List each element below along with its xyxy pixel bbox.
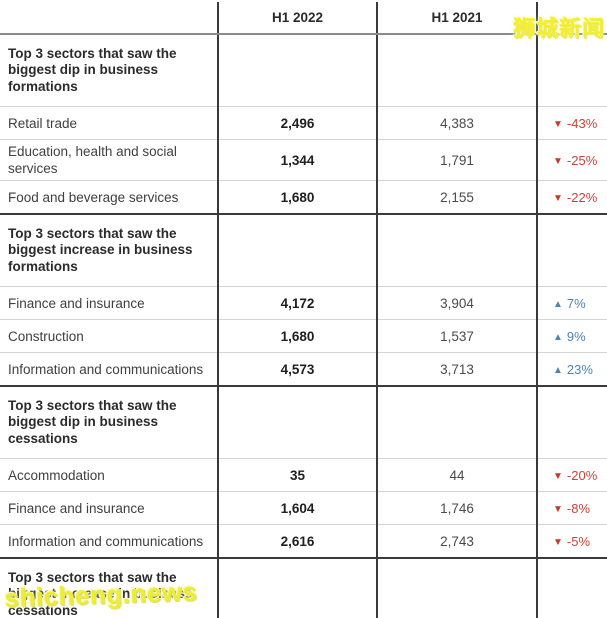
table-row: Food and beverage services 1,680 2,155 ▼… [0,180,607,215]
change-cell: ▲ 9% [537,319,607,353]
table-header-row: H1 2022 H1 2021 [0,2,607,35]
value-h1-2021: 1,746 [377,491,538,525]
section-title: Top 3 sectors that saw the biggest dip i… [0,386,219,459]
column-header-h1-2021: H1 2021 [377,2,538,35]
trend-arrow-icon: ▼ [553,503,563,515]
table-row: Information and communications 2,616 2,7… [0,524,607,559]
change-percent: 9% [566,328,586,344]
value-h1-2021: 1,791 [377,139,538,181]
empty-cell [537,2,607,35]
empty-cell [537,386,607,459]
value-h1-2021: 2,155 [377,180,538,215]
change-cell: ▼ -43% [537,106,607,140]
section-title-row: Top 3 sectors that saw the biggest incre… [0,214,607,287]
sector-label: Finance and insurance [0,491,219,525]
sector-label: Information and communications [0,352,219,387]
sector-label: Food and beverage services [0,180,219,215]
value-h1-2022: 1,680 [218,180,378,215]
sector-label: Information and communications [0,524,219,559]
trend-arrow-icon: ▼ [553,470,563,482]
change-cell: ▲ 23% [537,352,607,387]
value-h1-2022: 2,496 [218,106,378,140]
section-title: Top 3 sectors that saw the biggest incre… [0,558,219,618]
empty-cell [537,34,607,107]
value-h1-2022: 1,344 [218,139,378,181]
sector-label: Finance and insurance [0,286,219,320]
trend-arrow-icon: ▼ [553,155,563,167]
table-row: Construction 1,680 1,537 ▲ 9% [0,319,607,353]
empty-cell [218,558,378,618]
value-h1-2021: 3,904 [377,286,538,320]
value-h1-2022: 35 [218,458,378,492]
empty-cell [0,2,219,35]
value-h1-2022: 1,604 [218,491,378,525]
column-header-h1-2022: H1 2022 [218,2,378,35]
change-percent: -43% [566,115,598,131]
change-percent: -20% [566,467,598,483]
trend-arrow-icon: ▲ [553,364,563,376]
sector-label: Construction [0,319,219,353]
section-title: Top 3 sectors that saw the biggest incre… [0,214,219,287]
value-h1-2021: 44 [377,458,538,492]
table-row: Accommodation 35 44 ▼ -20% [0,458,607,492]
watermark-shicheng-news-cn: 狮城新闻 [512,16,605,41]
value-h1-2022: 2,616 [218,524,378,559]
empty-cell [377,34,538,107]
empty-cell [218,214,378,287]
value-h1-2022: 4,172 [218,286,378,320]
section-title-row: Top 3 sectors that saw the biggest incre… [0,558,607,618]
empty-cell [537,558,607,618]
sector-label: Retail trade [0,106,219,140]
table-row: Finance and insurance 4,172 3,904 ▲ 7% [0,286,607,320]
value-h1-2021: 4,383 [377,106,538,140]
table-row: Finance and insurance 1,604 1,746 ▼ -8% [0,491,607,525]
empty-cell [377,214,538,287]
change-percent: -5% [566,533,591,549]
sector-label: Education, health and social services [0,139,219,181]
value-h1-2021: 3,713 [377,352,538,387]
value-h1-2022: 1,680 [218,319,378,353]
table-row: Education, health and social services 1,… [0,139,607,181]
trend-arrow-icon: ▼ [553,192,563,204]
change-cell: ▼ -20% [537,458,607,492]
change-percent: -8% [566,500,591,516]
change-percent: 23% [566,361,593,377]
change-cell: ▼ -25% [537,139,607,181]
change-cell: ▼ -5% [537,524,607,559]
trend-arrow-icon: ▼ [553,118,563,130]
value-h1-2022: 4,573 [218,352,378,387]
change-cell: ▲ 7% [537,286,607,320]
empty-cell [218,386,378,459]
section-title: Top 3 sectors that saw the biggest dip i… [0,34,219,107]
table-row: Information and communications 4,573 3,7… [0,352,607,387]
change-percent: -22% [566,189,598,205]
trend-arrow-icon: ▲ [553,298,563,310]
value-h1-2021: 1,537 [377,319,538,353]
sector-label: Accommodation [0,458,219,492]
empty-cell [377,386,538,459]
section-title-row: Top 3 sectors that saw the biggest dip i… [0,34,607,107]
empty-cell [377,558,538,618]
empty-cell [218,34,378,107]
trend-arrow-icon: ▼ [553,536,563,548]
empty-cell [537,214,607,287]
value-h1-2021: 2,743 [377,524,538,559]
trend-arrow-icon: ▲ [553,331,563,343]
change-cell: ▼ -8% [537,491,607,525]
change-cell: ▼ -22% [537,180,607,215]
table-row: Retail trade 2,496 4,383 ▼ -43% [0,106,607,140]
section-title-row: Top 3 sectors that saw the biggest dip i… [0,386,607,459]
change-percent: 7% [566,295,586,311]
change-percent: -25% [566,152,598,168]
